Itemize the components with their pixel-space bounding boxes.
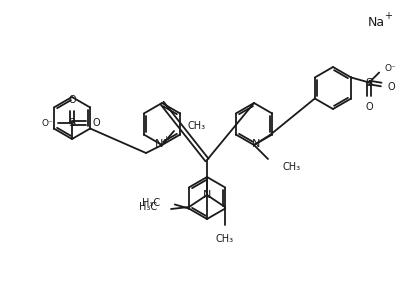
Text: O: O — [365, 103, 373, 113]
Text: O: O — [387, 82, 395, 92]
Text: +: + — [163, 135, 169, 144]
Text: O: O — [68, 95, 76, 105]
Text: Na: Na — [368, 15, 385, 29]
Text: CH₃: CH₃ — [187, 121, 205, 131]
Text: N: N — [203, 190, 211, 200]
Text: O⁻: O⁻ — [41, 119, 53, 128]
Text: N: N — [252, 139, 260, 149]
Text: N: N — [155, 139, 163, 149]
Text: O⁻: O⁻ — [384, 64, 396, 73]
Text: CH₃: CH₃ — [282, 162, 300, 172]
Text: O: O — [92, 118, 99, 128]
Text: H₃C: H₃C — [139, 202, 157, 212]
Text: S: S — [366, 77, 373, 88]
Text: S: S — [69, 118, 76, 128]
Text: H₃C: H₃C — [142, 197, 160, 207]
Text: CH₃: CH₃ — [216, 234, 234, 244]
Text: +: + — [384, 11, 392, 21]
